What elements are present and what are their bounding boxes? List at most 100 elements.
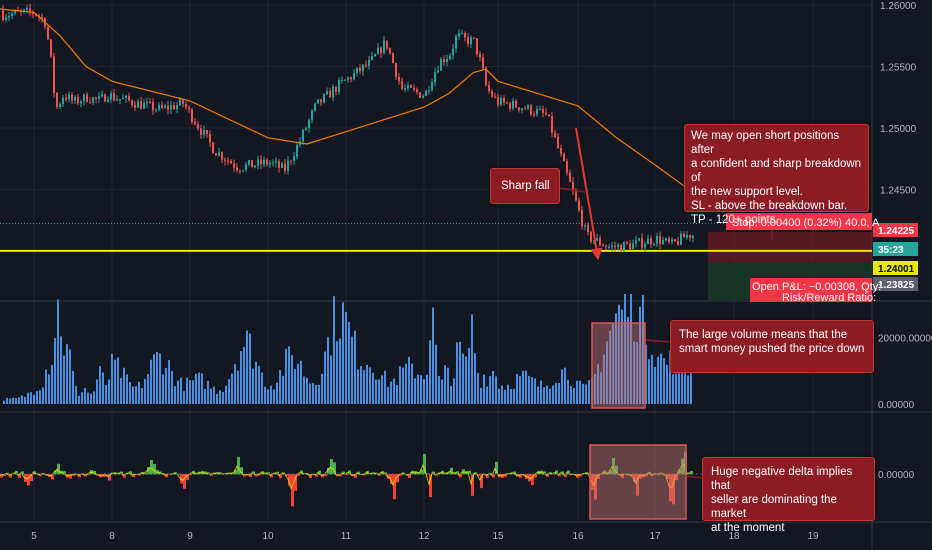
candle-body bbox=[500, 98, 502, 105]
volume-bar bbox=[207, 380, 209, 404]
delta-bar bbox=[567, 470, 570, 475]
candle-body bbox=[641, 238, 643, 248]
volume-bar bbox=[663, 358, 665, 404]
candle-body bbox=[395, 63, 397, 77]
volume-bar bbox=[537, 386, 539, 404]
volume-bar bbox=[567, 379, 569, 404]
candle-body bbox=[176, 105, 178, 110]
pnl-label: Open P&L: −0.00308, Qty: bbox=[752, 281, 881, 293]
candle-body bbox=[629, 243, 631, 250]
delta-bar bbox=[630, 474, 633, 476]
candle-body bbox=[515, 101, 517, 108]
candle-body bbox=[635, 240, 637, 244]
candle-body bbox=[224, 159, 226, 161]
candle-body bbox=[311, 110, 313, 120]
delta-bar bbox=[63, 471, 66, 475]
candle-body bbox=[230, 161, 232, 164]
candle-body bbox=[506, 102, 508, 104]
candle-body bbox=[503, 98, 505, 103]
candle-body bbox=[266, 159, 268, 165]
volume-bar bbox=[489, 376, 491, 404]
volume-bar bbox=[399, 366, 401, 404]
candle-body bbox=[599, 238, 601, 245]
volume-bar bbox=[189, 380, 191, 404]
candle-body bbox=[5, 17, 7, 21]
candle-body bbox=[248, 160, 250, 165]
delta-bar bbox=[393, 474, 396, 500]
volume-bar bbox=[423, 379, 425, 404]
volume-bar bbox=[447, 367, 449, 404]
volume-tick-label: 20000.00000 bbox=[878, 333, 932, 344]
candle-body bbox=[377, 47, 379, 55]
candle-body bbox=[602, 244, 604, 247]
volume-bar bbox=[570, 386, 572, 404]
delta-bar bbox=[21, 471, 24, 475]
candle-body bbox=[263, 159, 265, 165]
volume-bar bbox=[360, 366, 362, 404]
candle-body bbox=[569, 172, 571, 182]
candle-body bbox=[557, 137, 559, 149]
volume-bar bbox=[603, 354, 605, 404]
candle-body bbox=[20, 11, 22, 13]
price-label: 1.24225 bbox=[878, 226, 915, 237]
candle-body bbox=[407, 85, 409, 89]
delta-bar bbox=[399, 474, 402, 476]
candle-body bbox=[614, 245, 616, 248]
candle-body bbox=[278, 161, 280, 168]
volume-bar bbox=[138, 381, 140, 404]
volume-bar bbox=[141, 387, 143, 404]
volume-bar bbox=[588, 380, 590, 404]
delta-note-line: at the moment bbox=[711, 522, 785, 534]
price-label: 1.23825 bbox=[878, 280, 915, 291]
volume-bar bbox=[231, 373, 233, 404]
delta-bar bbox=[270, 474, 273, 478]
candle-body bbox=[452, 48, 454, 56]
volume-bar bbox=[60, 336, 62, 404]
volume-bar bbox=[102, 372, 104, 404]
sharp-fall-arrow bbox=[575, 127, 603, 261]
volume-bar bbox=[198, 372, 200, 404]
delta-bar bbox=[579, 474, 582, 477]
short-idea-line: a confident and sharp breakdown of bbox=[691, 158, 862, 184]
candle-body bbox=[527, 105, 529, 109]
candle-body bbox=[194, 121, 196, 125]
candle-body bbox=[419, 92, 421, 98]
volume-bar bbox=[261, 372, 263, 404]
stop-label: Stop: 0.00400 (0.32%) 40.0, A bbox=[732, 217, 880, 229]
candle-body bbox=[2, 9, 4, 21]
delta-bar bbox=[240, 467, 243, 475]
volume-bar bbox=[300, 360, 302, 404]
delta-bar bbox=[447, 472, 450, 475]
candle-body bbox=[152, 101, 154, 111]
candle-body bbox=[101, 94, 103, 97]
candle-body bbox=[107, 99, 109, 102]
volume-bar bbox=[42, 387, 44, 404]
candle-body bbox=[650, 238, 652, 245]
candle-body bbox=[653, 243, 655, 245]
volume-bar bbox=[483, 374, 485, 404]
candle-body bbox=[413, 87, 415, 90]
delta-bar bbox=[15, 470, 18, 475]
x-tick-label: 5 bbox=[31, 531, 37, 542]
volume-bar bbox=[411, 363, 413, 404]
price-label: 35:23 bbox=[878, 245, 904, 256]
volume-bar bbox=[375, 379, 377, 404]
volume-note-pointer bbox=[645, 339, 671, 343]
x-tick-label: 11 bbox=[341, 531, 352, 542]
volume-bar bbox=[564, 367, 566, 404]
candle-body bbox=[371, 56, 373, 60]
price-label-bg bbox=[873, 261, 918, 275]
delta-bar bbox=[279, 474, 282, 479]
candle-body bbox=[83, 94, 85, 102]
candle-body bbox=[458, 33, 460, 37]
price-tick-label: 1.24500 bbox=[880, 186, 917, 197]
candle-body bbox=[173, 105, 175, 110]
delta-bar bbox=[57, 463, 60, 475]
volume-bar bbox=[309, 383, 311, 404]
volume-bar bbox=[330, 355, 332, 404]
candle-body bbox=[404, 88, 406, 90]
volume-bar bbox=[378, 379, 380, 404]
candle-body bbox=[593, 240, 595, 242]
candle-body bbox=[476, 38, 478, 55]
